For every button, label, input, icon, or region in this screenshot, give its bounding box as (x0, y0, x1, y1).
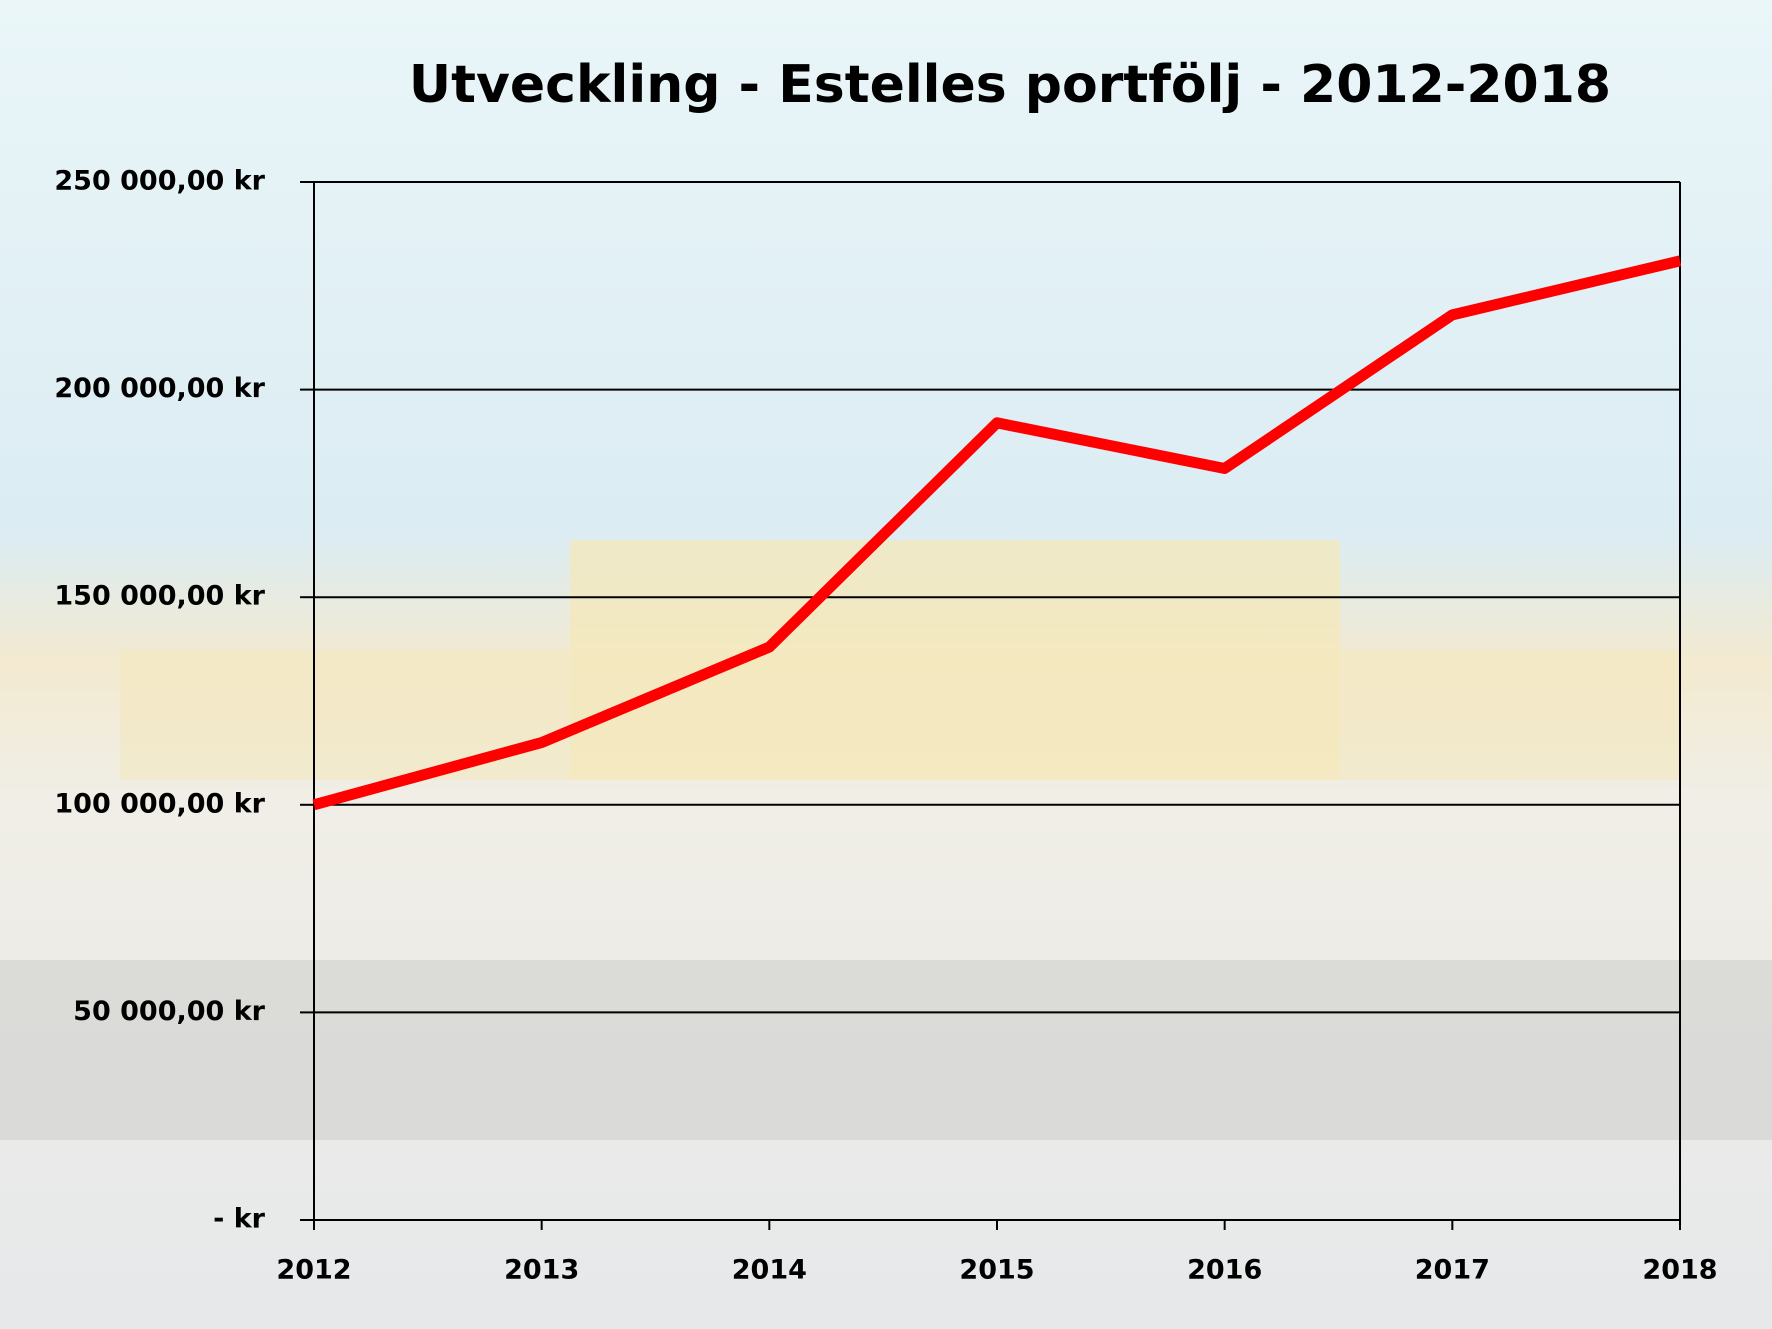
y-tick-label: 100 000,00 kr (54, 788, 265, 819)
x-tick-label: 2012 (276, 1255, 351, 1286)
x-tick-label: 2018 (1642, 1255, 1717, 1286)
y-tick-label: 200 000,00 kr (54, 373, 265, 404)
chart-title: Utveckling - Estelles portfölj - 2012-20… (409, 55, 1611, 115)
plot-area: - kr 50 000,00 kr 100 000,00 kr 150 000,00 … (54, 166, 1717, 1286)
y-tick-label: 150 000,00 kr (54, 581, 265, 612)
background-hedges (0, 960, 1772, 1140)
data-line (312, 255, 1682, 811)
x-tick-label: 2016 (1187, 1255, 1262, 1286)
x-tick-label: 2013 (504, 1255, 579, 1286)
y-tick-label: - kr (213, 1204, 266, 1235)
background-wings (120, 650, 1680, 780)
y-tick-label: 50 000,00 kr (73, 996, 266, 1027)
x-tick-label: 2015 (959, 1255, 1034, 1286)
x-tick-label: 2014 (732, 1255, 807, 1286)
y-tick-label: 250 000,00 kr (54, 166, 265, 197)
x-tick-label: 2017 (1415, 1255, 1490, 1286)
